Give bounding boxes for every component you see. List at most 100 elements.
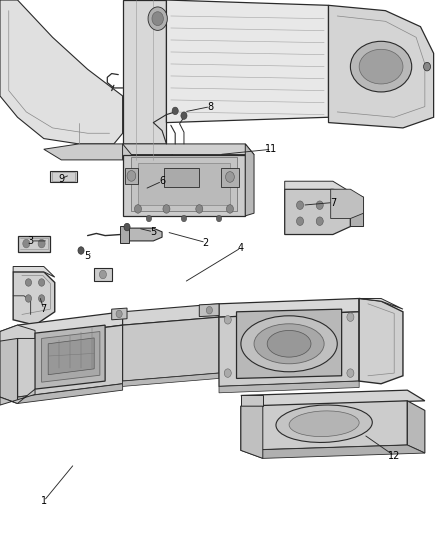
Polygon shape xyxy=(123,0,166,160)
Ellipse shape xyxy=(350,42,412,92)
Circle shape xyxy=(297,201,304,209)
Polygon shape xyxy=(359,298,403,309)
Polygon shape xyxy=(0,325,35,341)
Polygon shape xyxy=(359,298,381,381)
Polygon shape xyxy=(50,171,77,182)
Polygon shape xyxy=(164,168,199,187)
Polygon shape xyxy=(94,268,112,281)
Circle shape xyxy=(116,310,122,318)
Circle shape xyxy=(424,62,431,71)
Polygon shape xyxy=(131,157,237,211)
Circle shape xyxy=(181,112,187,119)
Polygon shape xyxy=(359,298,403,384)
Ellipse shape xyxy=(267,330,311,357)
Text: 11: 11 xyxy=(265,144,278,154)
Text: 8: 8 xyxy=(207,102,213,111)
Circle shape xyxy=(39,295,45,302)
Polygon shape xyxy=(120,226,129,243)
Circle shape xyxy=(226,205,233,213)
Polygon shape xyxy=(241,406,263,458)
Polygon shape xyxy=(123,304,219,325)
Polygon shape xyxy=(123,373,219,386)
Circle shape xyxy=(78,247,84,254)
Text: 7: 7 xyxy=(41,304,47,314)
Polygon shape xyxy=(13,266,55,277)
Polygon shape xyxy=(199,304,219,317)
Circle shape xyxy=(127,171,136,181)
Polygon shape xyxy=(138,163,230,205)
Circle shape xyxy=(25,279,32,286)
Polygon shape xyxy=(241,445,425,458)
Circle shape xyxy=(181,215,187,222)
Polygon shape xyxy=(0,0,123,144)
Circle shape xyxy=(316,201,323,209)
Polygon shape xyxy=(123,144,254,155)
Polygon shape xyxy=(219,381,359,393)
Circle shape xyxy=(23,239,30,248)
Circle shape xyxy=(124,223,130,231)
Polygon shape xyxy=(18,312,123,338)
Circle shape xyxy=(38,239,45,248)
Circle shape xyxy=(216,215,222,222)
Text: 9: 9 xyxy=(58,174,64,183)
Circle shape xyxy=(163,205,170,213)
Polygon shape xyxy=(350,192,364,227)
Polygon shape xyxy=(328,5,434,128)
Polygon shape xyxy=(125,168,138,184)
Text: 2: 2 xyxy=(203,238,209,247)
Text: 5: 5 xyxy=(85,251,91,261)
Polygon shape xyxy=(123,144,175,160)
Text: 6: 6 xyxy=(159,176,165,186)
Polygon shape xyxy=(18,384,123,403)
Polygon shape xyxy=(221,168,239,187)
Circle shape xyxy=(39,279,45,286)
Polygon shape xyxy=(0,325,18,403)
Ellipse shape xyxy=(254,324,324,364)
Polygon shape xyxy=(13,272,55,325)
Circle shape xyxy=(224,369,231,377)
Polygon shape xyxy=(0,389,35,405)
Ellipse shape xyxy=(289,411,359,437)
Circle shape xyxy=(224,316,231,324)
Polygon shape xyxy=(331,189,364,219)
Polygon shape xyxy=(123,155,245,216)
Circle shape xyxy=(297,217,304,225)
Ellipse shape xyxy=(241,316,337,372)
Polygon shape xyxy=(18,325,123,397)
Circle shape xyxy=(347,313,354,321)
Polygon shape xyxy=(127,228,162,241)
Polygon shape xyxy=(35,325,105,389)
Circle shape xyxy=(316,217,323,225)
Text: 7: 7 xyxy=(330,198,336,207)
Polygon shape xyxy=(241,401,407,450)
Circle shape xyxy=(196,205,203,213)
Circle shape xyxy=(148,7,167,30)
Circle shape xyxy=(347,369,354,377)
Text: 5: 5 xyxy=(150,227,156,237)
Circle shape xyxy=(226,172,234,182)
Polygon shape xyxy=(219,312,359,386)
Ellipse shape xyxy=(276,405,372,442)
Polygon shape xyxy=(285,189,350,235)
Polygon shape xyxy=(44,144,123,160)
Polygon shape xyxy=(407,401,425,453)
Circle shape xyxy=(146,215,152,222)
Polygon shape xyxy=(245,144,254,216)
Ellipse shape xyxy=(359,50,403,84)
Polygon shape xyxy=(241,390,425,406)
Text: 12: 12 xyxy=(388,451,400,461)
Polygon shape xyxy=(123,317,219,381)
Polygon shape xyxy=(48,338,94,375)
Polygon shape xyxy=(237,309,342,378)
Polygon shape xyxy=(18,236,50,252)
Polygon shape xyxy=(112,308,127,320)
Polygon shape xyxy=(42,332,100,382)
Circle shape xyxy=(206,306,212,314)
Text: 1: 1 xyxy=(41,496,47,506)
Circle shape xyxy=(99,270,106,279)
Circle shape xyxy=(25,295,32,302)
Circle shape xyxy=(152,12,163,26)
Polygon shape xyxy=(166,0,328,123)
Circle shape xyxy=(134,205,141,213)
Text: 4: 4 xyxy=(238,243,244,253)
